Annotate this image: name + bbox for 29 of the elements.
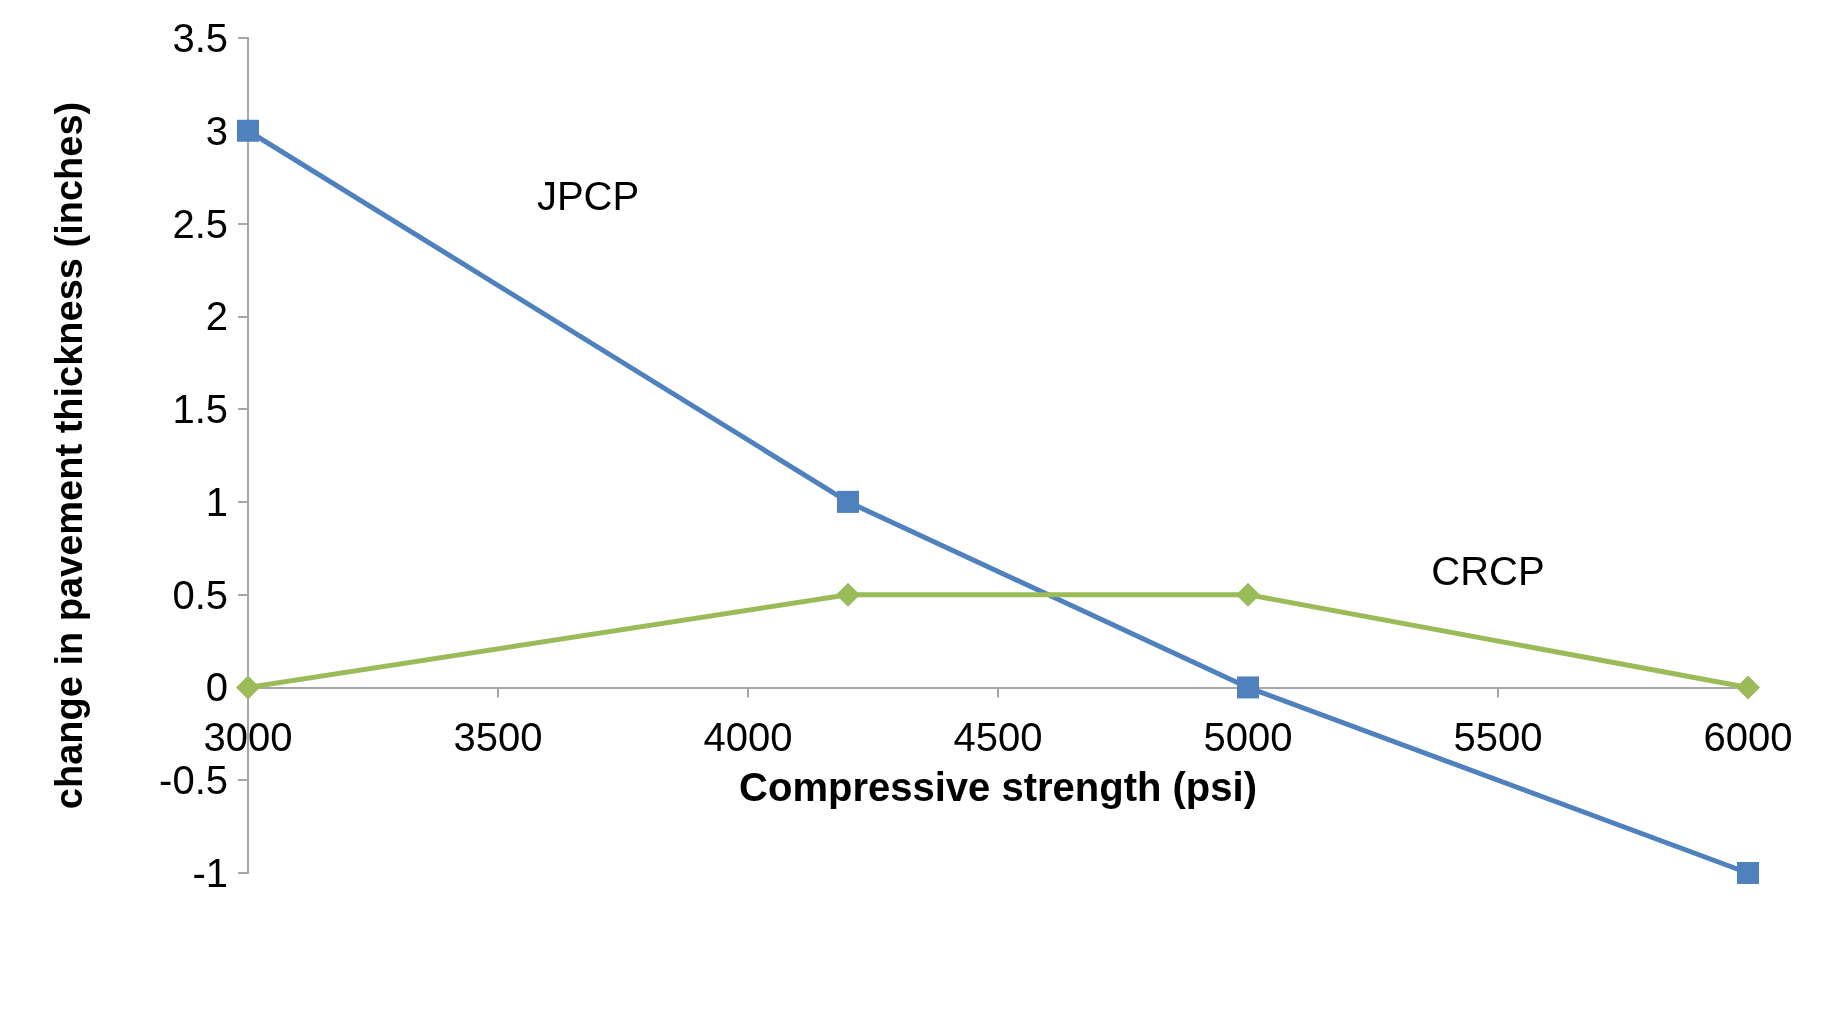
y-tick-label: 0	[205, 665, 228, 710]
point	[237, 119, 259, 142]
x-tick-label: 5000	[1203, 715, 1293, 760]
point	[236, 675, 260, 700]
y-tick-label: 1	[205, 479, 228, 524]
point	[1236, 582, 1260, 607]
x-tick-label: 3000	[203, 715, 293, 760]
x-tick-label: 6000	[1703, 715, 1793, 760]
y-tick-label: -1	[192, 851, 228, 895]
point	[1737, 862, 1759, 884]
x-tick-label: 5500	[1453, 715, 1543, 760]
y-tick-label: 0.5	[172, 572, 228, 617]
point	[836, 582, 860, 607]
y-tick-label: 1.5	[172, 387, 228, 432]
y-tick-label: 3.5	[172, 16, 228, 60]
y-tick-label: 2.5	[172, 201, 228, 246]
y-tick-label: -0.5	[159, 758, 228, 803]
series-label: CRCP	[1431, 549, 1545, 594]
y-axis-title: change in pavement thickness (inches)	[48, 101, 90, 810]
point	[1736, 675, 1760, 700]
y-tick-label: 3	[205, 108, 228, 153]
point	[837, 490, 859, 513]
x-axis-title: Compressive strength (psi)	[739, 765, 1257, 810]
x-tick-label: 4500	[953, 715, 1043, 760]
series-label: JPCP	[536, 174, 640, 219]
x-tick-label: 4000	[703, 715, 793, 760]
x-tick-label: 3500	[453, 715, 543, 760]
y-tick-label: 2	[205, 294, 228, 339]
point	[1237, 676, 1259, 699]
